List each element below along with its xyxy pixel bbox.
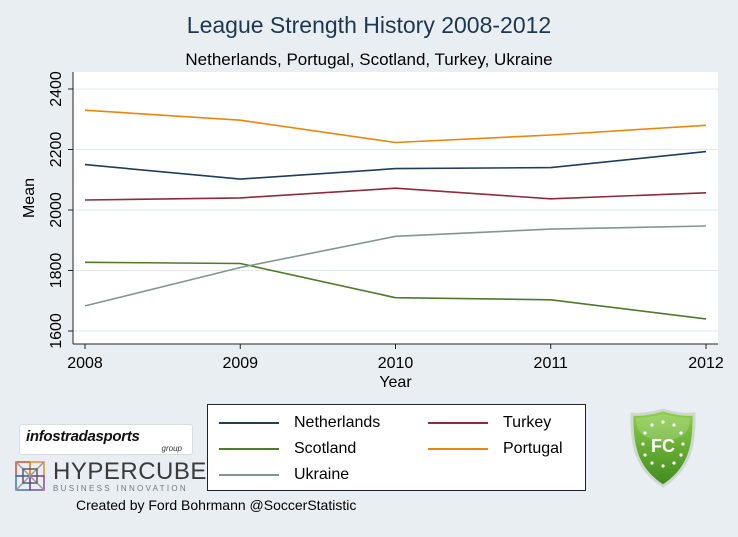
- x-tick-label: 2012: [688, 355, 724, 372]
- legend-label: Netherlands: [294, 414, 381, 431]
- legend-label: Ukraine: [294, 466, 350, 483]
- infostrada-logo-subtext: group: [161, 444, 182, 453]
- legend-swatch: [219, 448, 279, 450]
- y-tick-label: 1600: [48, 313, 65, 349]
- legend-swatch: [428, 448, 488, 450]
- series-line-scotland: [84, 261, 707, 320]
- legend-item-ukraine: Ukraine: [219, 463, 349, 487]
- y-tick-label: 2200: [48, 132, 65, 168]
- legend-label: Portugal: [503, 440, 563, 457]
- badge-label: FC: [651, 436, 675, 456]
- fc-shield-badge-icon: FC: [630, 408, 696, 488]
- legend-item-turkey: Turkey: [428, 411, 551, 435]
- series-line-netherlands: [84, 150, 707, 180]
- chart-title: League Strength History 2008-2012: [186, 12, 552, 38]
- legend-label: Turkey: [503, 414, 552, 431]
- x-tick-label: 2011: [534, 355, 569, 372]
- y-axis-label: Mean: [21, 178, 38, 218]
- series-line-portugal: [84, 109, 707, 144]
- legend-swatch: [428, 422, 488, 424]
- x-tick-label: 2009: [222, 355, 258, 372]
- x-axis-label: Year: [379, 374, 412, 391]
- legend-item-portugal: Portugal: [428, 437, 563, 461]
- chart-subtitle: Netherlands, Portugal, Scotland, Turkey,…: [185, 50, 553, 69]
- y-tick-label: 2000: [48, 192, 65, 228]
- series-line-turkey: [84, 187, 707, 201]
- credit-text: Created by Ford Bohrmann @SoccerStatisti…: [76, 497, 357, 513]
- hypercube-cube-icon: [15, 461, 45, 491]
- infostrada-logo: infostradasports group: [19, 424, 193, 455]
- hypercube-logo-tagline: BUSINESS INNOVATION: [53, 484, 188, 493]
- x-tick-label: 2010: [378, 355, 414, 372]
- y-tick-label: 2400: [48, 71, 65, 107]
- legend-swatch: [219, 422, 279, 424]
- legend-label: Scotland: [294, 440, 357, 457]
- y-tick-label: 1800: [48, 253, 65, 289]
- chart-legend: Netherlands Turkey Scotland Portugal Ukraine: [207, 404, 586, 491]
- plot-area: [73, 72, 718, 344]
- x-tick-label: 2008: [67, 355, 103, 372]
- legend-item-netherlands: Netherlands: [219, 411, 380, 435]
- hypercube-logo-name: HYPERCUBE: [53, 458, 207, 485]
- series-line-ukraine: [84, 225, 707, 307]
- hypercube-logo: HYPERCUBE BUSINESS INNOVATION: [13, 458, 206, 494]
- line-chart: 1600 1800 2000 2200 2400 2008 2009 2010 2011 2012…: [21, 71, 724, 391]
- legend-item-scotland: Scotland: [219, 437, 356, 461]
- legend-swatch: [219, 474, 279, 476]
- infostrada-logo-text: infostradasports: [26, 428, 140, 445]
